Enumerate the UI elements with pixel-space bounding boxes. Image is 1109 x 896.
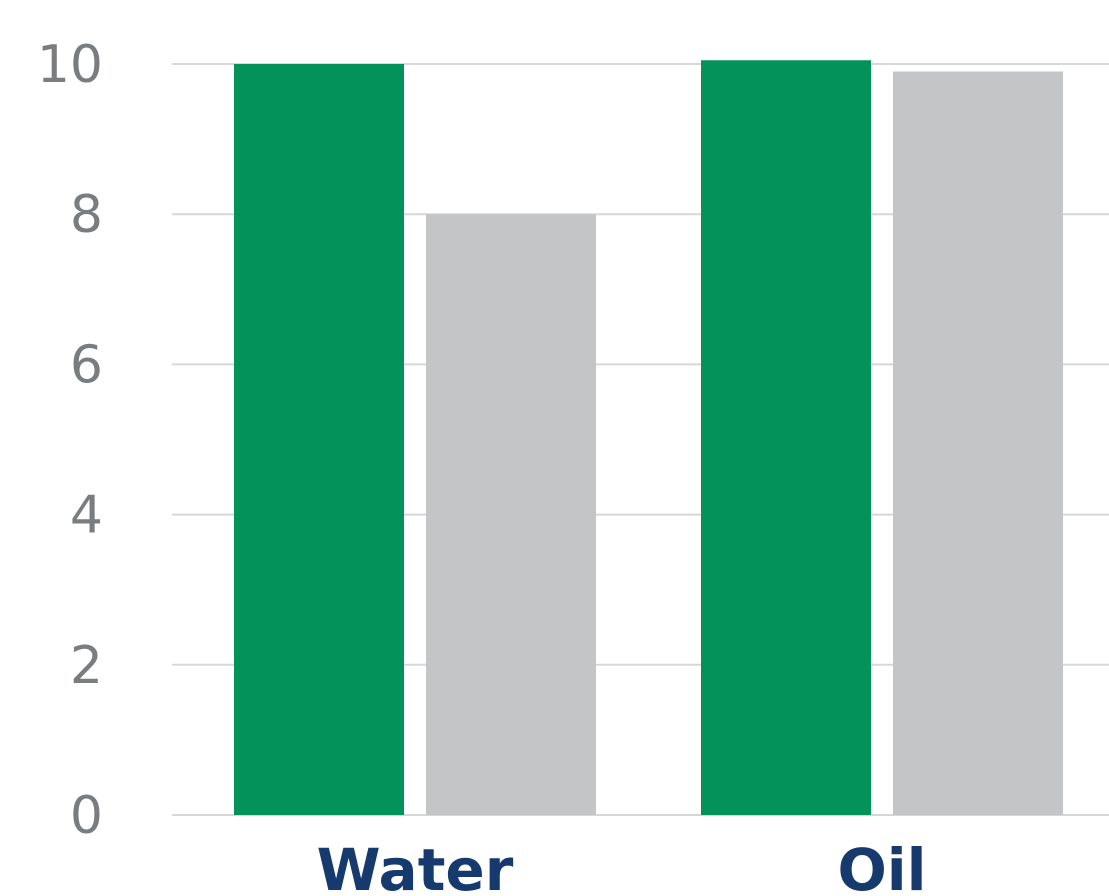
- bar-oil-series-2: [893, 71, 1063, 815]
- y-tick-label: 2: [70, 636, 103, 696]
- x-tick-label-oil: Oil: [837, 836, 926, 896]
- bars: [234, 60, 1063, 816]
- y-tick-label: 6: [70, 335, 103, 395]
- x-axis-tick-labels: Water Oil: [317, 836, 927, 896]
- y-tick-label: 10: [37, 35, 103, 95]
- x-tick-label-water: Water: [317, 836, 514, 896]
- bar-water-series-2: [426, 214, 596, 815]
- bar-oil-series-1: [701, 60, 871, 816]
- bar-water-series-1: [234, 64, 404, 815]
- y-axis-tick-labels: 0 2 4 6 8 10: [37, 35, 103, 846]
- y-tick-label: 0: [70, 786, 103, 846]
- y-tick-label: 8: [70, 185, 103, 245]
- y-tick-label: 4: [70, 486, 103, 546]
